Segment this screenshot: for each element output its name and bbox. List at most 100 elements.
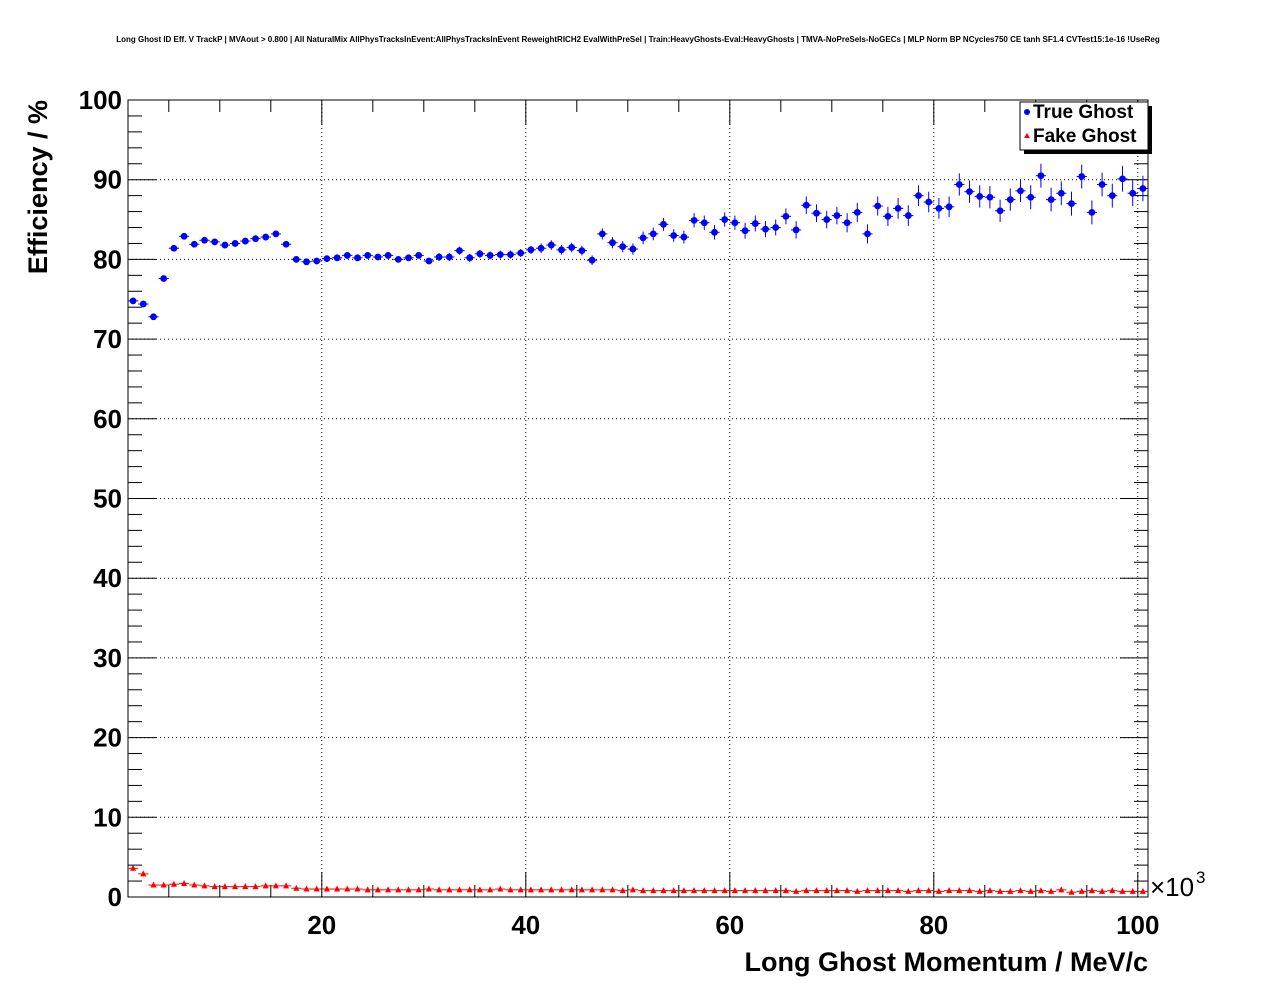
y-tick-label: 80 (93, 244, 122, 274)
data-point (690, 216, 698, 224)
data-point (793, 887, 800, 894)
data-point (160, 275, 168, 282)
data-point (415, 252, 423, 259)
data-point (1078, 887, 1085, 894)
data-point (1006, 196, 1014, 204)
data-point (904, 212, 912, 219)
data-point (201, 882, 208, 889)
data-point (670, 887, 677, 894)
data-point (252, 883, 259, 890)
y-tick-label: 10 (93, 802, 122, 832)
data-point (966, 188, 973, 196)
data-point (445, 253, 453, 261)
data-point (344, 885, 351, 892)
data-point (384, 252, 392, 259)
data-point (1057, 189, 1065, 197)
data-point (129, 297, 137, 305)
data-point (1007, 887, 1014, 894)
data-point (292, 256, 300, 263)
data-point (721, 216, 729, 223)
data-point (966, 887, 973, 894)
data-point (323, 255, 331, 263)
data-point (150, 881, 157, 888)
data-point (364, 252, 372, 259)
x-multiplier-base: ×10 (1150, 872, 1194, 902)
data-point (170, 244, 178, 252)
data-point (823, 216, 831, 223)
y-tick-label: 40 (93, 563, 122, 593)
y-tick-label: 0 (108, 882, 122, 912)
data-point (813, 887, 820, 894)
data-point (782, 212, 790, 220)
data-point (741, 227, 749, 235)
data-point (925, 198, 933, 206)
data-point (935, 887, 942, 894)
data-point (609, 886, 616, 893)
data-point (537, 244, 545, 252)
data-point (996, 207, 1004, 215)
data-point (1017, 187, 1024, 195)
data-point (241, 237, 249, 245)
data-point (425, 257, 433, 265)
data-point (252, 235, 259, 243)
data-point (527, 246, 535, 254)
data-point (262, 882, 269, 889)
data-point (160, 881, 167, 888)
data-point (385, 886, 392, 893)
data-series (128, 163, 1148, 895)
data-point (1099, 887, 1106, 894)
data-point (466, 254, 474, 262)
data-point (751, 220, 759, 227)
data-point (1068, 200, 1075, 208)
data-point (711, 228, 718, 236)
data-point (1027, 887, 1034, 894)
data-point (905, 887, 912, 894)
data-point (599, 886, 606, 893)
data-point (211, 883, 218, 890)
data-point (670, 232, 678, 239)
data-point (456, 886, 463, 893)
data-point (844, 887, 851, 894)
data-point (935, 204, 943, 212)
data-point (711, 887, 718, 894)
data-point (609, 239, 616, 247)
data-point (405, 254, 412, 262)
x-axis-title: Long Ghost Momentum / MeV/c (745, 947, 1149, 977)
data-point (639, 234, 647, 242)
data-point (660, 220, 667, 228)
data-point (507, 251, 514, 259)
data-point (190, 240, 198, 248)
data-point (232, 883, 239, 890)
data-point (374, 253, 382, 261)
data-point (578, 247, 586, 255)
data-point (1047, 196, 1055, 204)
axis-ticks (128, 99, 1148, 898)
data-point (772, 224, 780, 231)
data-point (517, 886, 524, 893)
data-point (476, 886, 483, 893)
data-point (833, 212, 841, 219)
data-point (323, 885, 330, 892)
data-point (374, 886, 381, 893)
y-tick-label: 100 (79, 85, 122, 115)
data-point (180, 232, 188, 240)
data-point (221, 241, 229, 249)
data-point (415, 886, 422, 893)
data-point (945, 203, 953, 211)
data-point (721, 887, 728, 894)
y-tick-label: 20 (93, 723, 122, 753)
data-point (313, 885, 320, 892)
data-point (1129, 887, 1136, 894)
data-point (272, 230, 280, 238)
data-point (731, 887, 738, 894)
data-point (955, 181, 963, 188)
data-point (650, 887, 657, 894)
data-point (1108, 192, 1116, 200)
data-point (854, 887, 861, 894)
y-axis-title: Efficiency / % (23, 100, 53, 274)
data-point (986, 887, 993, 894)
data-point (853, 208, 861, 216)
x-multiplier: ×10 3 (1150, 868, 1205, 902)
data-point (772, 887, 779, 894)
